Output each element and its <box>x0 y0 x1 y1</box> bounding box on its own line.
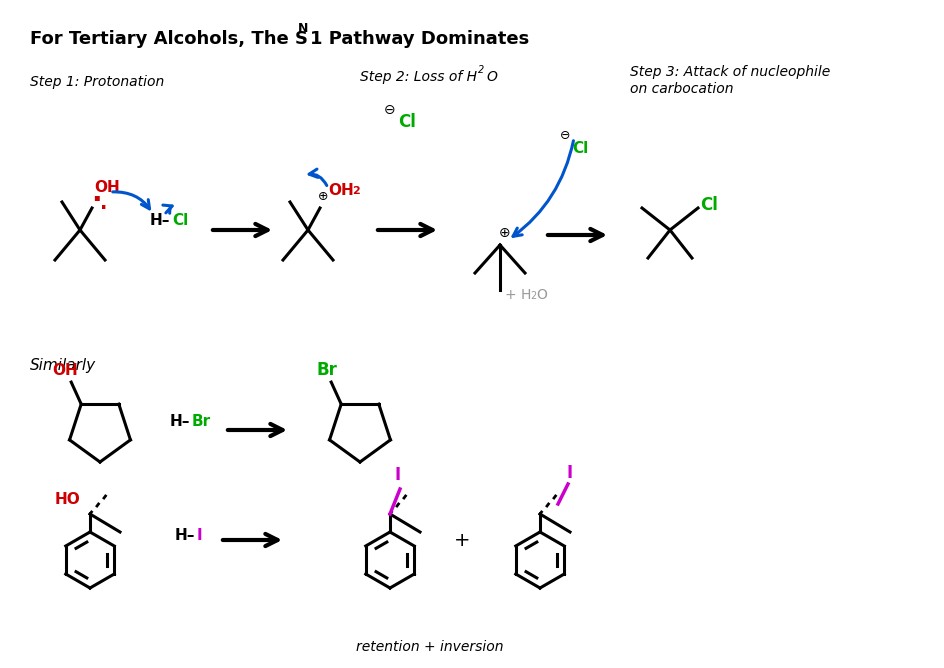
Text: I: I <box>197 528 203 542</box>
Text: O: O <box>536 288 547 302</box>
Text: Cl: Cl <box>172 212 188 228</box>
Text: 1 Pathway Dominates: 1 Pathway Dominates <box>310 30 530 48</box>
Text: I: I <box>567 464 573 482</box>
Text: 2: 2 <box>530 291 536 301</box>
Text: OH: OH <box>52 363 78 377</box>
Text: H–: H– <box>170 415 191 430</box>
Text: 2: 2 <box>352 186 360 196</box>
Text: N: N <box>298 22 309 35</box>
Text: Similarly: Similarly <box>30 358 96 373</box>
Text: ⊖: ⊖ <box>560 128 570 142</box>
Text: Cl: Cl <box>700 196 717 214</box>
Text: For Tertiary Alcohols, The S: For Tertiary Alcohols, The S <box>30 30 308 48</box>
Text: Cl: Cl <box>572 140 588 156</box>
Text: O: O <box>486 70 497 84</box>
Text: HO: HO <box>55 492 81 508</box>
Text: H–: H– <box>150 212 171 228</box>
Text: Br: Br <box>192 415 211 430</box>
Text: Cl: Cl <box>398 113 416 131</box>
Text: on carbocation: on carbocation <box>630 82 733 96</box>
Text: ·: · <box>100 198 108 218</box>
Text: + H: + H <box>505 288 531 302</box>
Text: I: I <box>395 466 401 484</box>
Text: OH: OH <box>94 180 120 195</box>
Text: OH: OH <box>328 183 354 198</box>
Text: Br: Br <box>317 361 338 379</box>
Text: Step 1: Protonation: Step 1: Protonation <box>30 75 164 89</box>
Text: ⊖: ⊖ <box>384 103 396 117</box>
Text: ⊕: ⊕ <box>318 190 329 202</box>
Text: H–: H– <box>175 528 195 542</box>
Text: Step 3: Attack of nucleophile: Step 3: Attack of nucleophile <box>630 65 831 79</box>
Text: retention + inversion: retention + inversion <box>356 640 504 654</box>
Text: ⊕: ⊕ <box>499 226 511 240</box>
Text: Step 2: Loss of H: Step 2: Loss of H <box>360 70 477 84</box>
Text: 2: 2 <box>478 65 484 75</box>
Text: ·: · <box>91 186 101 214</box>
Text: +: + <box>454 530 470 550</box>
